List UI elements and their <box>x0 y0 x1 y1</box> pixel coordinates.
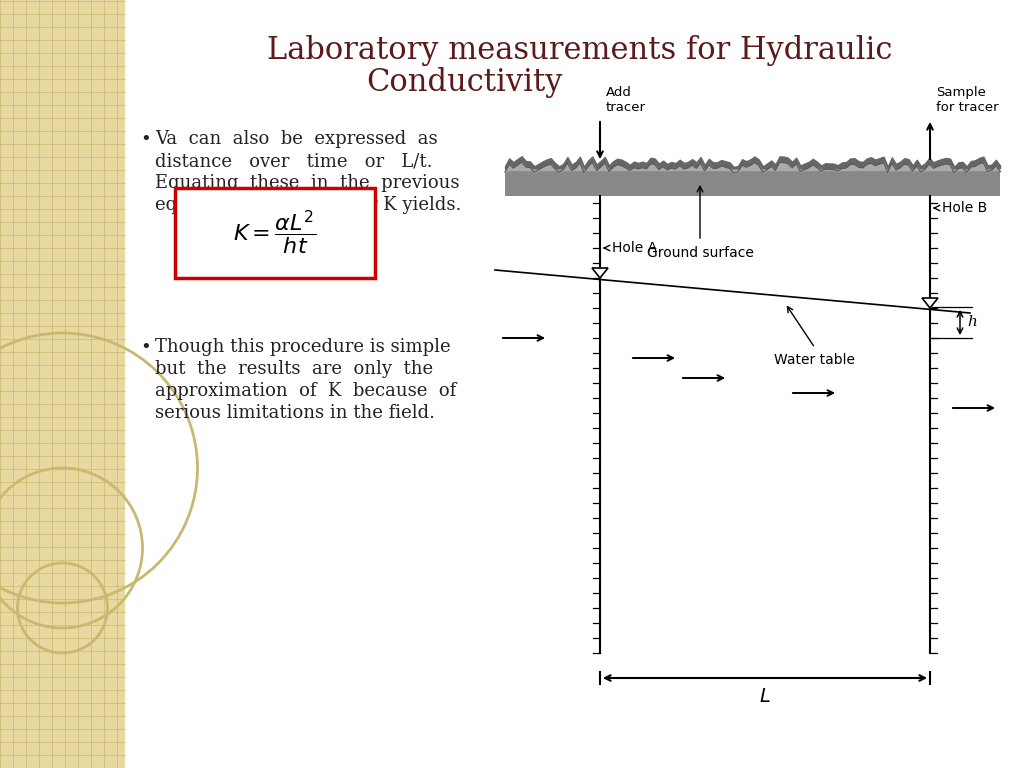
Text: $K = \dfrac{\alpha L^2}{ht}$: $K = \dfrac{\alpha L^2}{ht}$ <box>233 209 316 257</box>
Text: Ground surface: Ground surface <box>646 246 754 260</box>
Polygon shape <box>922 298 938 308</box>
Bar <box>175 188 375 278</box>
Text: Sample
for tracer: Sample for tracer <box>936 86 998 114</box>
Text: Conductivity: Conductivity <box>367 68 563 98</box>
Text: equation and solving for K yields.: equation and solving for K yields. <box>155 196 462 214</box>
Polygon shape <box>592 268 608 278</box>
Text: Hole A: Hole A <box>612 241 657 255</box>
Text: •: • <box>140 130 151 148</box>
Text: Add
tracer: Add tracer <box>606 86 646 114</box>
Text: Water table: Water table <box>774 353 855 367</box>
Text: but  the  results  are  only  the: but the results are only the <box>155 360 433 378</box>
Text: distance   over   time   or   L/t.: distance over time or L/t. <box>155 152 432 170</box>
Text: Laboratory measurements for Hydraulic: Laboratory measurements for Hydraulic <box>267 35 893 65</box>
Text: h: h <box>967 316 977 329</box>
Text: Though this procedure is simple: Though this procedure is simple <box>155 338 451 356</box>
Text: $L$: $L$ <box>759 688 771 706</box>
Text: approximation  of  K  because  of: approximation of K because of <box>155 382 457 400</box>
Text: Hole B: Hole B <box>942 201 987 215</box>
Text: serious limitations in the field.: serious limitations in the field. <box>155 404 435 422</box>
Text: Va  can  also  be  expressed  as: Va can also be expressed as <box>155 130 437 148</box>
Text: •: • <box>140 338 151 356</box>
Bar <box>505 168 1000 196</box>
Text: Equating  these  in  the  previous: Equating these in the previous <box>155 174 460 192</box>
Polygon shape <box>0 0 125 768</box>
